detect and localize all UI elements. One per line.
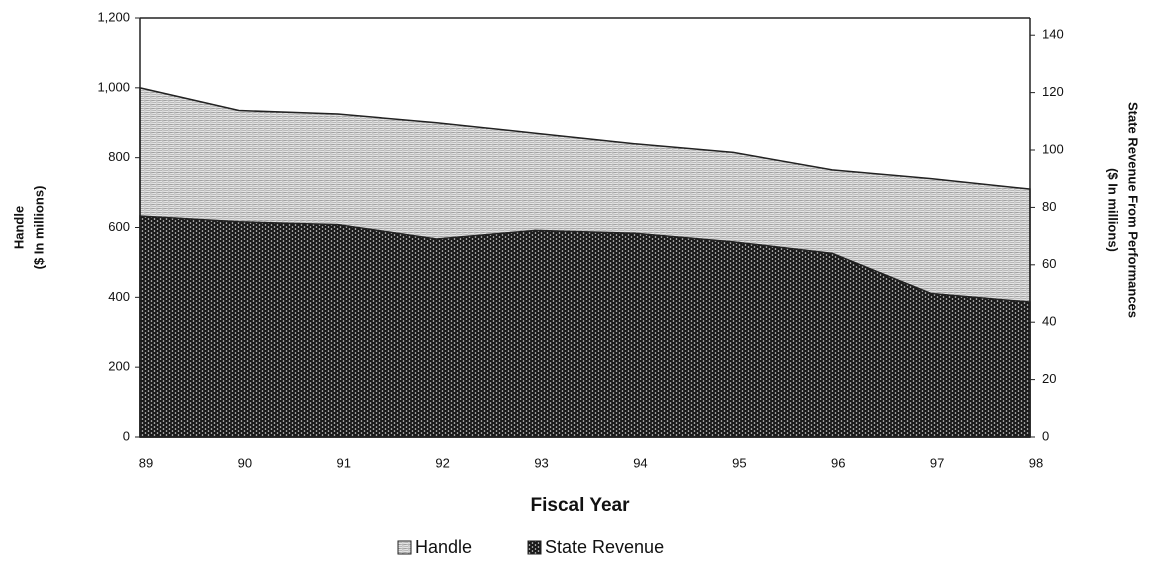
x-tick-label: 93 [534, 455, 548, 470]
x-tick-label: 90 [238, 455, 252, 470]
y2-tick-label: 100 [1042, 141, 1064, 156]
y2-tick-label: 140 [1042, 27, 1064, 42]
x-tick-label: 92 [435, 455, 449, 470]
x-tick-label: 97 [930, 455, 944, 470]
y2-tick-label: 0 [1042, 428, 1049, 443]
x-tick-label: 96 [831, 455, 845, 470]
y-tick-label: 200 [108, 359, 130, 374]
y-tick-label: 400 [108, 289, 130, 304]
legend-label: Handle [415, 537, 472, 557]
y-tick-label: 600 [108, 219, 130, 234]
y-tick-label: 1,200 [97, 9, 130, 24]
x-tick-label: 95 [732, 455, 746, 470]
x-tick-label: 91 [337, 455, 351, 470]
y-tick-label: 0 [123, 428, 130, 443]
y2-tick-label: 60 [1042, 256, 1056, 271]
y2-tick-label: 120 [1042, 84, 1064, 99]
y2-axis-label: State Revenue From Performances [1126, 102, 1141, 318]
y2-tick-label: 40 [1042, 314, 1056, 329]
x-tick-label: 98 [1029, 455, 1043, 470]
y-axis-label: ($ In millions) [31, 186, 46, 270]
x-axis-label: Fiscal Year [531, 495, 631, 516]
y2-tick-label: 80 [1042, 199, 1056, 214]
y-tick-label: 1,000 [97, 79, 130, 94]
x-tick-label: 94 [633, 455, 647, 470]
legend-swatch [527, 540, 542, 555]
y2-tick-label: 20 [1042, 371, 1056, 386]
y-tick-label: 800 [108, 149, 130, 164]
legend-label: State Revenue [545, 537, 664, 557]
legend-swatch [397, 540, 412, 555]
y2-axis-label: ($ In millions) [1106, 168, 1121, 252]
y-axis-label: Handle [11, 206, 26, 249]
x-tick-label: 89 [139, 455, 153, 470]
